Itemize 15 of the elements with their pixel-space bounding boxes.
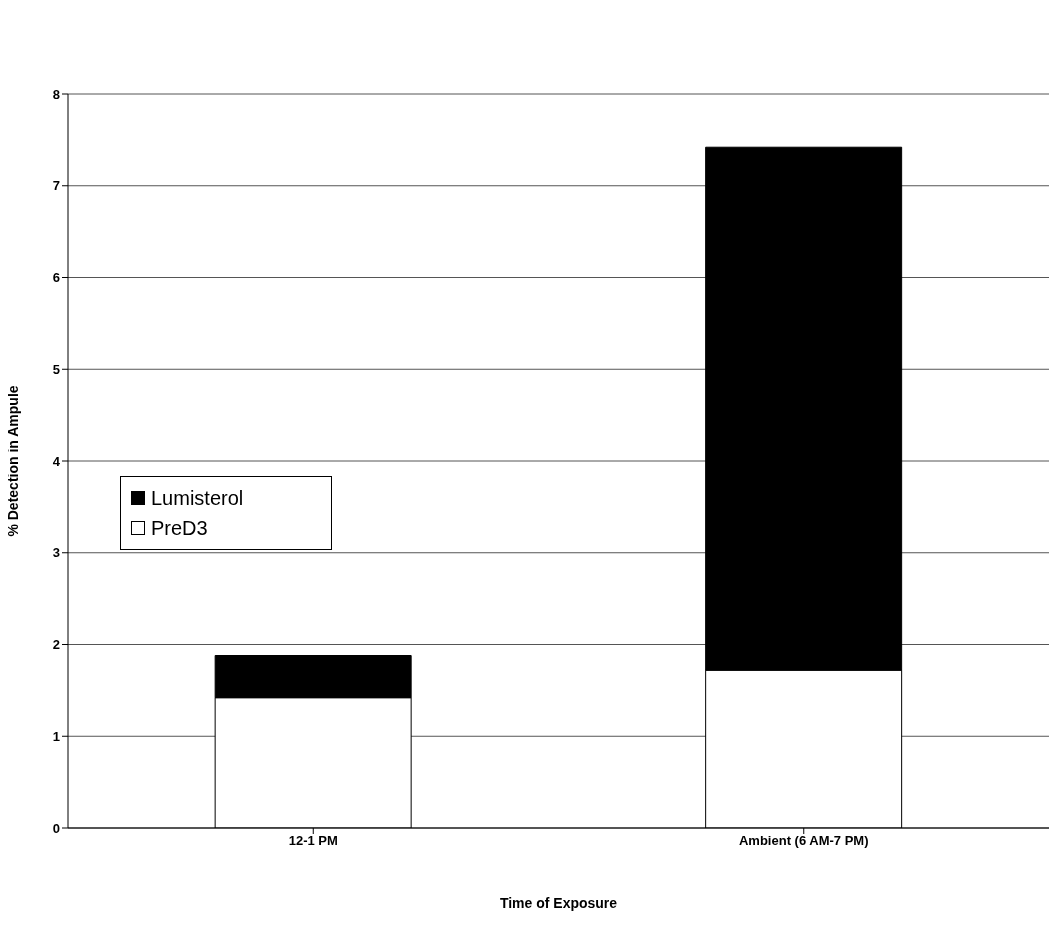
y-tick-label: 5: [52, 361, 60, 377]
legend-label: PreD3: [151, 516, 208, 541]
x-axis-title: Time of Exposure: [499, 894, 618, 911]
x-tick-label: Ambient (6 AM-7 PM): [738, 833, 869, 849]
y-tick-label: 8: [52, 86, 60, 102]
y-axis-title: % Detection in Ampule: [4, 385, 21, 537]
y-tick-label: 0: [52, 820, 60, 836]
y-tick-label: 2: [52, 637, 60, 653]
y-tick-label: 3: [52, 545, 60, 561]
y-tick-label: 1: [52, 728, 60, 744]
legend-label: Lumisterol: [151, 486, 244, 511]
x-tick-label: 12-1 PM: [288, 833, 338, 849]
y-tick-label: 7: [52, 178, 60, 194]
y-tick-label: 6: [52, 270, 60, 286]
y-tick-label: 4: [52, 453, 61, 469]
